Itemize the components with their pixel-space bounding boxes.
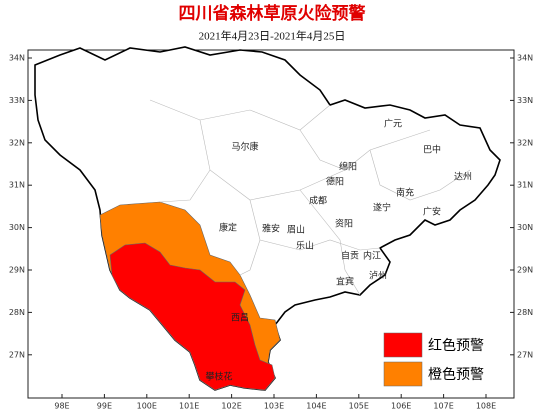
lat-label: 30N <box>9 223 25 232</box>
lat-label: 28N <box>9 308 25 317</box>
lat-label: 27N <box>9 350 25 359</box>
city-label: 攀枝花 <box>205 371 232 383</box>
city-label: 巴中 <box>423 144 441 156</box>
lat-label: 34N <box>517 54 533 63</box>
lat-label: 31N <box>9 181 25 190</box>
legend-swatch <box>383 361 423 387</box>
city-label: 绵阳 <box>339 161 357 173</box>
lat-label: 33N <box>9 96 25 105</box>
lon-label: 105E <box>349 402 369 411</box>
city-label: 宜宾 <box>336 276 354 288</box>
red-warning-area <box>109 242 276 391</box>
legend-swatch <box>383 332 423 358</box>
city-label: 达州 <box>454 171 472 183</box>
city-label: 南充 <box>396 187 414 199</box>
lon-label: 106E <box>391 402 411 411</box>
lon-label: 107E <box>433 402 453 411</box>
province <box>34 46 501 391</box>
city-label: 广元 <box>384 118 402 130</box>
lat-label: 31N <box>517 181 533 190</box>
city-label: 遂宁 <box>373 202 391 214</box>
city-label: 雅安 <box>262 223 280 235</box>
lat-label: 29N <box>517 266 533 275</box>
city-label: 泸州 <box>369 271 387 282</box>
lat-label: 32N <box>517 138 533 147</box>
lat-label: 32N <box>9 138 25 147</box>
lat-label: 30N <box>517 223 533 232</box>
city-label: 西昌 <box>231 313 249 324</box>
city-label: 康定 <box>219 222 237 234</box>
lon-label: 99E <box>97 402 112 411</box>
lon-label: 103E <box>264 402 284 411</box>
legend-label: 红色预警 <box>428 337 484 354</box>
map-frame <box>27 49 515 399</box>
county-lines <box>149 99 471 296</box>
lat-label: 28N <box>517 308 533 317</box>
legend-label: 橙色预警 <box>428 366 484 383</box>
lon-label: 102E <box>221 402 241 411</box>
city-label: 资阳 <box>335 219 353 230</box>
city-label: 自贡 <box>341 250 359 262</box>
map-subtitle: 2021年4月23日-2021年4月25日 <box>199 29 346 43</box>
city-label: 广安 <box>423 206 441 218</box>
city-label: 内江 <box>363 250 381 262</box>
lon-label: 108E <box>476 402 496 411</box>
city-label: 马尔康 <box>231 141 258 153</box>
city-label: 乐山 <box>296 240 314 252</box>
map-title: 四川省森林草原火险预警 <box>179 3 366 24</box>
city-label: 成都 <box>309 195 327 207</box>
legend: 红色预警 橙色预警 <box>383 332 484 387</box>
lat-label: 27N <box>517 350 533 359</box>
city-label: 眉山 <box>287 225 305 236</box>
lat-label: 34N <box>9 54 25 63</box>
lat-label: 33N <box>517 96 533 105</box>
lon-label: 98E <box>54 402 69 411</box>
lon-label: 100E <box>137 402 157 411</box>
lon-label: 101E <box>179 402 199 411</box>
city-label: 德阳 <box>326 176 344 188</box>
lon-label: 104E <box>306 402 326 411</box>
lat-label: 29N <box>9 266 25 275</box>
